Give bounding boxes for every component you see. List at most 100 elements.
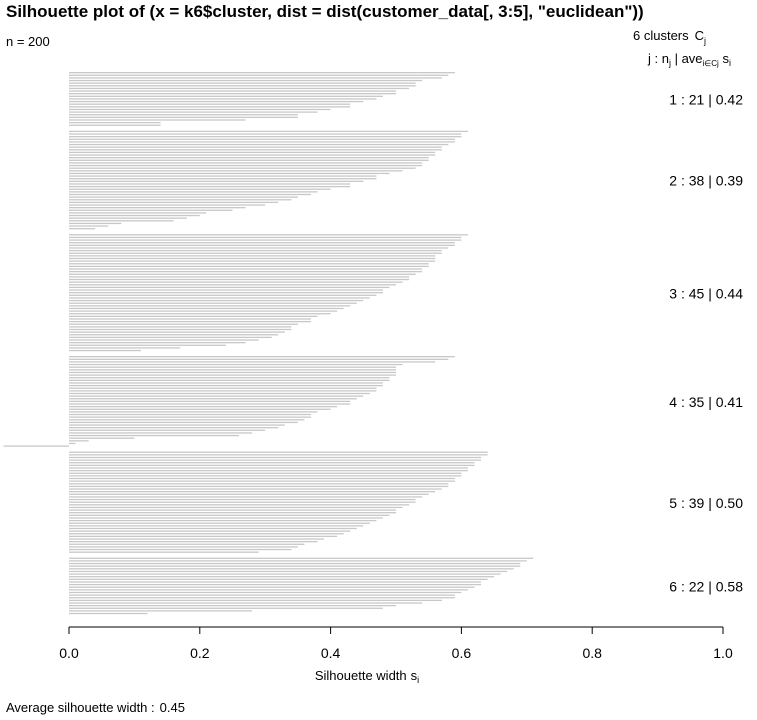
silhouette-bar xyxy=(69,405,338,408)
silhouette-bar xyxy=(69,242,455,244)
silhouette-bar xyxy=(69,483,449,485)
silhouette-bar xyxy=(69,411,318,413)
silhouette-bar xyxy=(69,548,292,551)
silhouette-bar xyxy=(3,445,70,447)
silhouette-bar xyxy=(69,349,141,352)
silhouette-bar xyxy=(69,326,292,328)
silhouette-bar xyxy=(69,358,449,360)
silhouette-bar xyxy=(69,464,475,467)
silhouette-bar xyxy=(69,504,410,506)
x-axis-label-text: Silhouette width xyxy=(315,668,407,683)
x-tick-label: 0.8 xyxy=(582,645,602,661)
silhouette-bar xyxy=(69,437,135,439)
silhouette-bar xyxy=(69,469,468,472)
silhouette-bar xyxy=(69,146,442,148)
x-tick-label: 1.0 xyxy=(713,645,733,661)
silhouette-bar xyxy=(69,234,468,236)
silhouette-bar xyxy=(69,138,455,140)
silhouette-bar xyxy=(69,294,377,296)
silhouette-bar xyxy=(69,281,403,283)
silhouette-bar xyxy=(69,576,495,578)
silhouette-bar xyxy=(69,382,383,384)
silhouette-bar xyxy=(69,106,351,108)
silhouette-bar xyxy=(69,336,272,339)
silhouette-bar xyxy=(69,72,455,74)
silhouette-bar xyxy=(69,607,383,609)
silhouette-bar xyxy=(69,356,455,358)
legend-header: 6 clusters Cj xyxy=(633,28,706,46)
silhouette-bar xyxy=(69,366,396,368)
silhouette-bar xyxy=(69,328,292,331)
silhouette-bar xyxy=(69,583,481,586)
silhouette-bar xyxy=(69,339,259,341)
silhouette-bar xyxy=(69,530,351,532)
silhouette-bar xyxy=(69,424,285,426)
silhouette-bar xyxy=(69,454,488,456)
silhouette-bar xyxy=(69,562,521,565)
silhouette-bar xyxy=(69,244,455,246)
silhouette-bar xyxy=(69,307,344,310)
silhouette-bar xyxy=(69,384,383,387)
silhouette-bar xyxy=(69,270,423,273)
silhouette-bar xyxy=(69,565,521,567)
silhouette-bar xyxy=(69,323,298,325)
silhouette-bar xyxy=(69,334,279,336)
silhouette-bar xyxy=(69,480,455,482)
silhouette-bar xyxy=(69,143,449,146)
silhouette-bar xyxy=(69,289,383,291)
x-tick-label: 0.0 xyxy=(59,645,79,661)
silhouette-bar xyxy=(69,371,396,374)
silhouette-bar xyxy=(69,141,455,143)
silhouette-bar xyxy=(69,525,364,527)
silhouette-bar xyxy=(69,124,161,126)
silhouette-bar xyxy=(69,519,377,522)
silhouette-bar xyxy=(69,475,462,477)
silhouette-bar xyxy=(69,501,416,503)
silhouette-bar xyxy=(69,214,200,217)
silhouette-bar xyxy=(69,347,181,349)
silhouette-bar xyxy=(69,514,390,516)
silhouette-bar xyxy=(69,185,351,188)
silhouette-bar xyxy=(69,485,449,488)
legend-header-text: 6 clusters xyxy=(633,28,689,43)
cluster-label: 5 : 39 | 0.50 xyxy=(669,495,743,511)
silhouette-bar xyxy=(69,379,390,381)
silhouette-bar xyxy=(69,602,423,604)
silhouette-bar xyxy=(69,313,331,315)
silhouette-bar xyxy=(69,85,416,87)
legend-header-subscript: j xyxy=(703,36,706,46)
silhouette-bar xyxy=(69,302,357,304)
silhouette-bar xyxy=(69,392,370,395)
silhouette-bar xyxy=(69,403,351,405)
silhouette-bar xyxy=(69,369,396,371)
footer-value: 0.45 xyxy=(160,700,185,715)
silhouette-bar xyxy=(69,488,442,490)
footer-label: Average silhouette width : xyxy=(6,700,155,715)
silhouette-bar xyxy=(69,297,370,299)
silhouette-bar xyxy=(69,416,311,418)
cluster-label: 3 : 45 | 0.44 xyxy=(669,285,743,301)
silhouette-bar xyxy=(69,236,462,239)
x-axis-label-symbol: s xyxy=(411,668,418,683)
silhouette-bar xyxy=(69,533,344,535)
silhouette-bar xyxy=(69,442,76,445)
silhouette-bar xyxy=(69,586,475,588)
silhouette-bar xyxy=(69,299,364,302)
cluster-label: 6 : 22 | 0.58 xyxy=(669,579,743,595)
silhouette-bar xyxy=(69,252,442,254)
silhouette-bar xyxy=(69,594,455,596)
silhouette-bar xyxy=(69,149,442,151)
n-label: n = 200 xyxy=(6,34,50,49)
silhouette-bar xyxy=(69,193,311,196)
silhouette-bar xyxy=(69,154,436,156)
silhouette-bar xyxy=(69,286,390,289)
silhouette-bar xyxy=(69,225,109,227)
silhouette-bar xyxy=(69,604,396,607)
cluster-labels: 1 : 21 | 0.42 2 : 38 | 0.39 3 : 45 | 0.44 4… xyxy=(669,92,743,595)
silhouette-bar xyxy=(69,570,508,573)
silhouette-bar xyxy=(69,315,318,317)
silhouette-bar xyxy=(69,560,527,562)
silhouette-bar xyxy=(69,374,396,376)
silhouette-bar xyxy=(69,578,488,580)
